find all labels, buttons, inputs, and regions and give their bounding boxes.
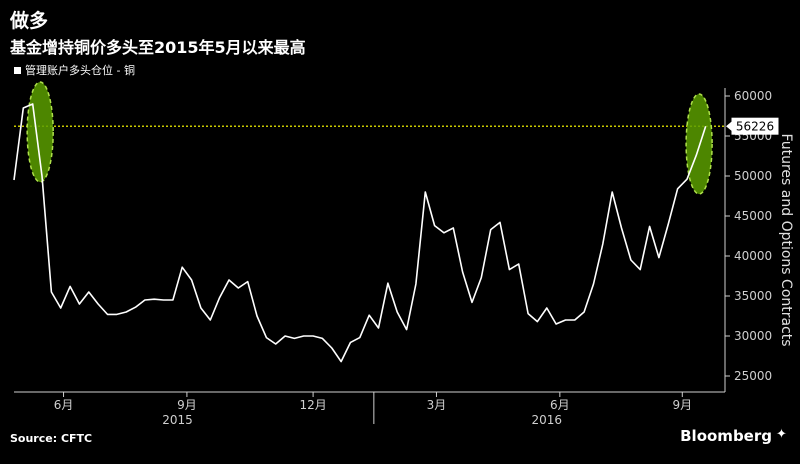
y-tick-label: 45000 (734, 209, 772, 223)
x-tick-label: 6月 (54, 398, 74, 412)
y-tick-label: 35000 (734, 289, 772, 303)
chart-subtitle: 基金增持铜价多头至2015年5月以来最高 (10, 38, 306, 57)
brand-logo: Bloomberg (680, 427, 772, 445)
x-tick-label: 9月 (672, 398, 692, 412)
bloomberg-mark-icon: ✦ (776, 427, 787, 442)
y-tick-label: 50000 (734, 169, 772, 183)
year-label: 2015 (162, 413, 193, 427)
x-tick-label: 6月 (550, 398, 570, 412)
legend-swatch (14, 66, 21, 74)
series-line (13, 103, 707, 363)
legend: 管理账户多头仓位 - 铜 (14, 62, 135, 78)
chart-title: 做多 (10, 10, 49, 32)
y-axis-title: Futures and Options Contracts (778, 133, 794, 346)
y-tick-label: 25000 (734, 369, 772, 383)
x-tick-label: 12月 (299, 398, 326, 412)
x-tick-label: 9月 (177, 398, 197, 412)
reference-label-pointer (726, 121, 732, 132)
y-tick-label: 60000 (734, 89, 772, 103)
year-label: 2016 (531, 413, 562, 427)
y-tick-label: 30000 (734, 329, 772, 343)
reference-value-label: 56226 (736, 120, 774, 134)
y-tick-label: 40000 (734, 249, 772, 263)
source-note: Source: CFTC (10, 432, 93, 445)
x-tick-label: 3月 (427, 398, 447, 412)
legend-label: 管理账户多头仓位 - 铜 (25, 64, 135, 77)
